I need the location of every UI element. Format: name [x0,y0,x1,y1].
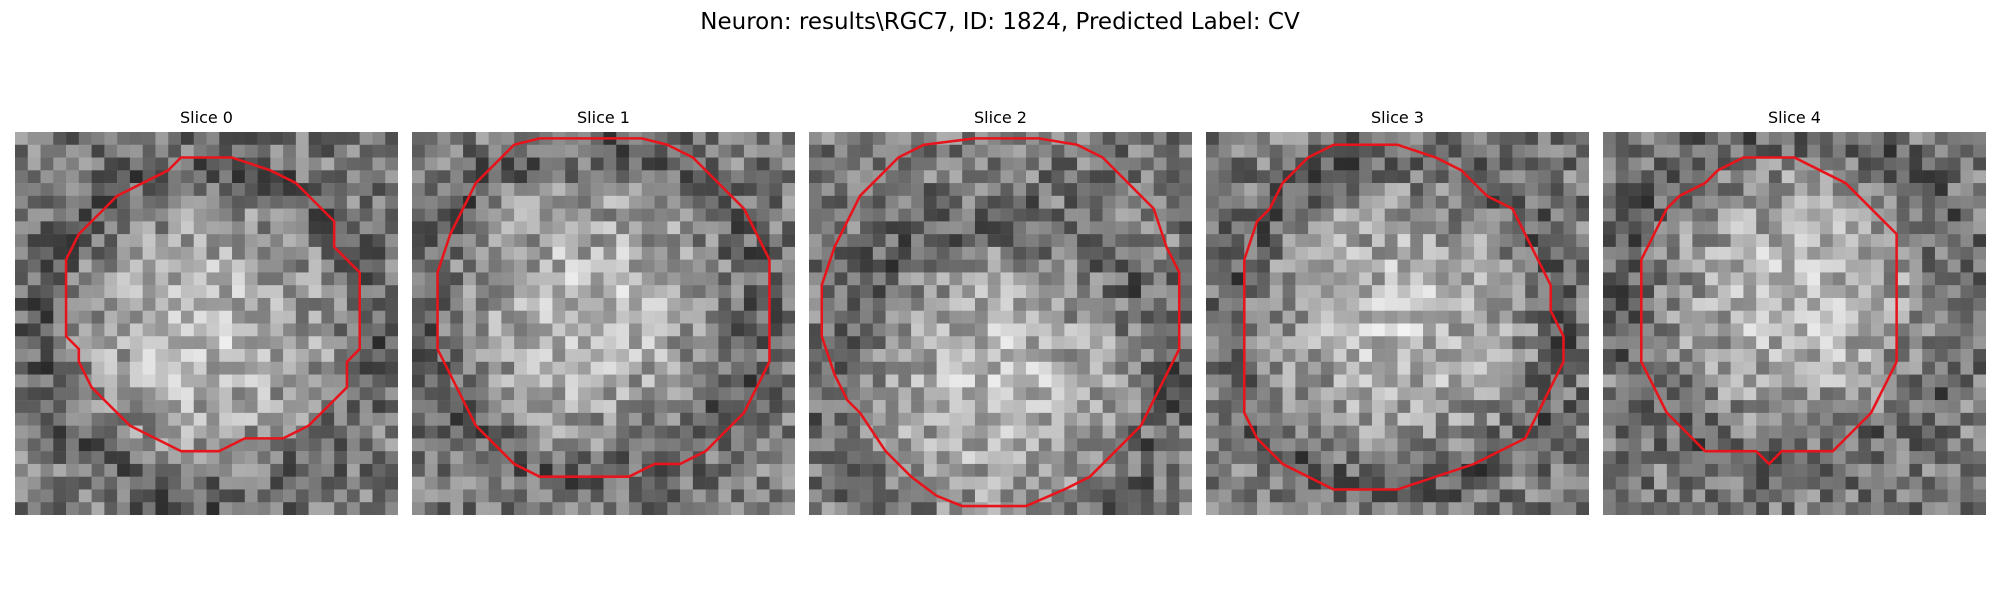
slice-panel-2: Slice 2 [809,108,1192,515]
cell-contour [1640,156,1898,466]
pixel-grid [15,132,398,515]
slice-image [15,132,398,515]
slice-panel-4: Slice 4 [1603,108,1986,515]
slice-title: Slice 3 [1371,108,1424,127]
pixel-grid [1603,132,1986,515]
cell-contour [436,137,771,478]
cell-contour [820,137,1181,508]
slice-image [1603,132,1986,515]
slice-title: Slice 0 [180,108,233,127]
slice-title: Slice 2 [974,108,1027,127]
slice-image [412,132,795,515]
cell-contour [64,156,361,453]
slice-image [809,132,1192,515]
slice-title: Slice 1 [577,108,630,127]
pixel-grid [412,132,795,515]
slice-panel-0: Slice 0 [15,108,398,515]
slice-panel-1: Slice 1 [412,108,795,515]
cell-contour [1243,143,1565,491]
slice-image [1206,132,1589,515]
figure-title: Neuron: results\RGC7, ID: 1824, Predicte… [700,9,1300,35]
slice-panel-3: Slice 3 [1206,108,1589,515]
pixel-grid [1206,132,1589,515]
slice-title: Slice 4 [1768,108,1821,127]
